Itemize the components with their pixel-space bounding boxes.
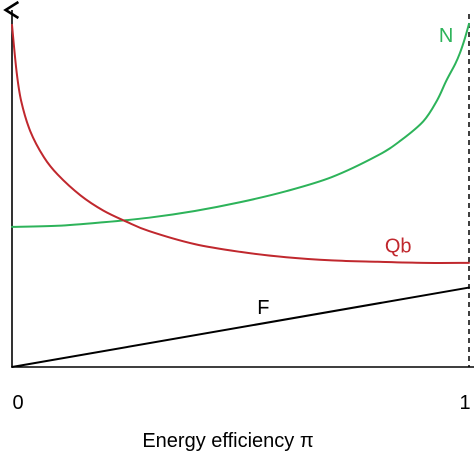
series-line-f — [11, 286, 470, 368]
x-axis-title: Energy efficiency π — [142, 430, 313, 452]
series-group — [11, 22, 470, 368]
x-tick-label-1: 1 — [459, 392, 470, 414]
x-tick-label-0: 0 — [12, 392, 23, 414]
series-labels: N Qb F — [257, 25, 453, 319]
series-line-n — [11, 22, 470, 228]
series-line-qb — [11, 23, 470, 264]
series-label-qb: Qb — [385, 235, 412, 257]
series-label-f: F — [257, 297, 269, 319]
series-label-n: N — [439, 25, 453, 47]
